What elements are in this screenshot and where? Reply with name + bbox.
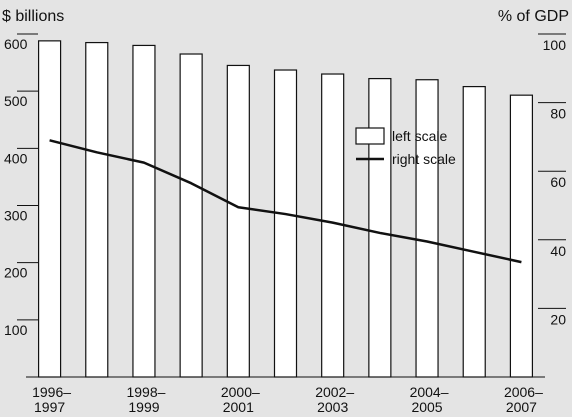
right-axis: 20 40 60 80 100 [538, 33, 567, 327]
x-tick-label-bottom: 2001 [223, 399, 254, 415]
x-tick-label-top: 2000– [221, 384, 260, 400]
x-tick-label-top: 1996– [32, 384, 71, 400]
left-tick-label: 300 [4, 208, 28, 224]
bar [226, 64, 250, 378]
bar [85, 41, 109, 378]
right-tick-label: 20 [550, 311, 566, 327]
bar [415, 79, 439, 378]
right-tick-label: 60 [550, 174, 566, 190]
left-tick-label: 100 [4, 322, 28, 338]
x-tick-label-top: 2002– [315, 384, 354, 400]
x-tick-label-bottom: 2007 [506, 399, 537, 415]
x-tick-label-top: 1998– [126, 384, 165, 400]
bar [132, 44, 156, 378]
left-tick-label: 200 [4, 265, 28, 281]
bar [368, 77, 392, 378]
x-tick-label-bottom: 2005 [411, 399, 442, 415]
left-tick-label: 600 [4, 36, 28, 52]
legend-left-label: left scale [392, 128, 447, 144]
bar [509, 94, 534, 378]
x-tick-label-top: 2006– [504, 384, 543, 400]
right-tick-label: 80 [550, 106, 566, 122]
line-series [49, 139, 522, 264]
legend: left scale right scale [355, 127, 456, 167]
left-tick-label: 500 [4, 93, 28, 109]
bar [462, 85, 486, 378]
x-tick-label-bottom: 2003 [317, 399, 348, 415]
bars-series [37, 40, 534, 378]
left-axis: 100 200 300 400 500 600 [4, 33, 38, 338]
bar [37, 40, 62, 378]
legend-right-label: right scale [392, 151, 456, 167]
left-tick-label: 400 [4, 150, 28, 166]
legend-box-swatch [355, 127, 385, 145]
x-tick-label-bottom: 1997 [34, 399, 65, 415]
line-path [49, 139, 522, 264]
right-axis-title: % of GDP [498, 8, 569, 25]
right-tick-label: 100 [543, 37, 567, 53]
left-axis-title: $ billions [2, 8, 64, 25]
x-tick-label-top: 2004– [410, 384, 449, 400]
x-axis-labels: 1996–1997 1998–1999 2000–2001 2002–2003 2004… [32, 384, 543, 415]
x-tick-label-bottom: 1999 [128, 399, 159, 415]
right-tick-label: 40 [550, 243, 566, 259]
bar [179, 53, 203, 378]
bar [273, 69, 298, 378]
